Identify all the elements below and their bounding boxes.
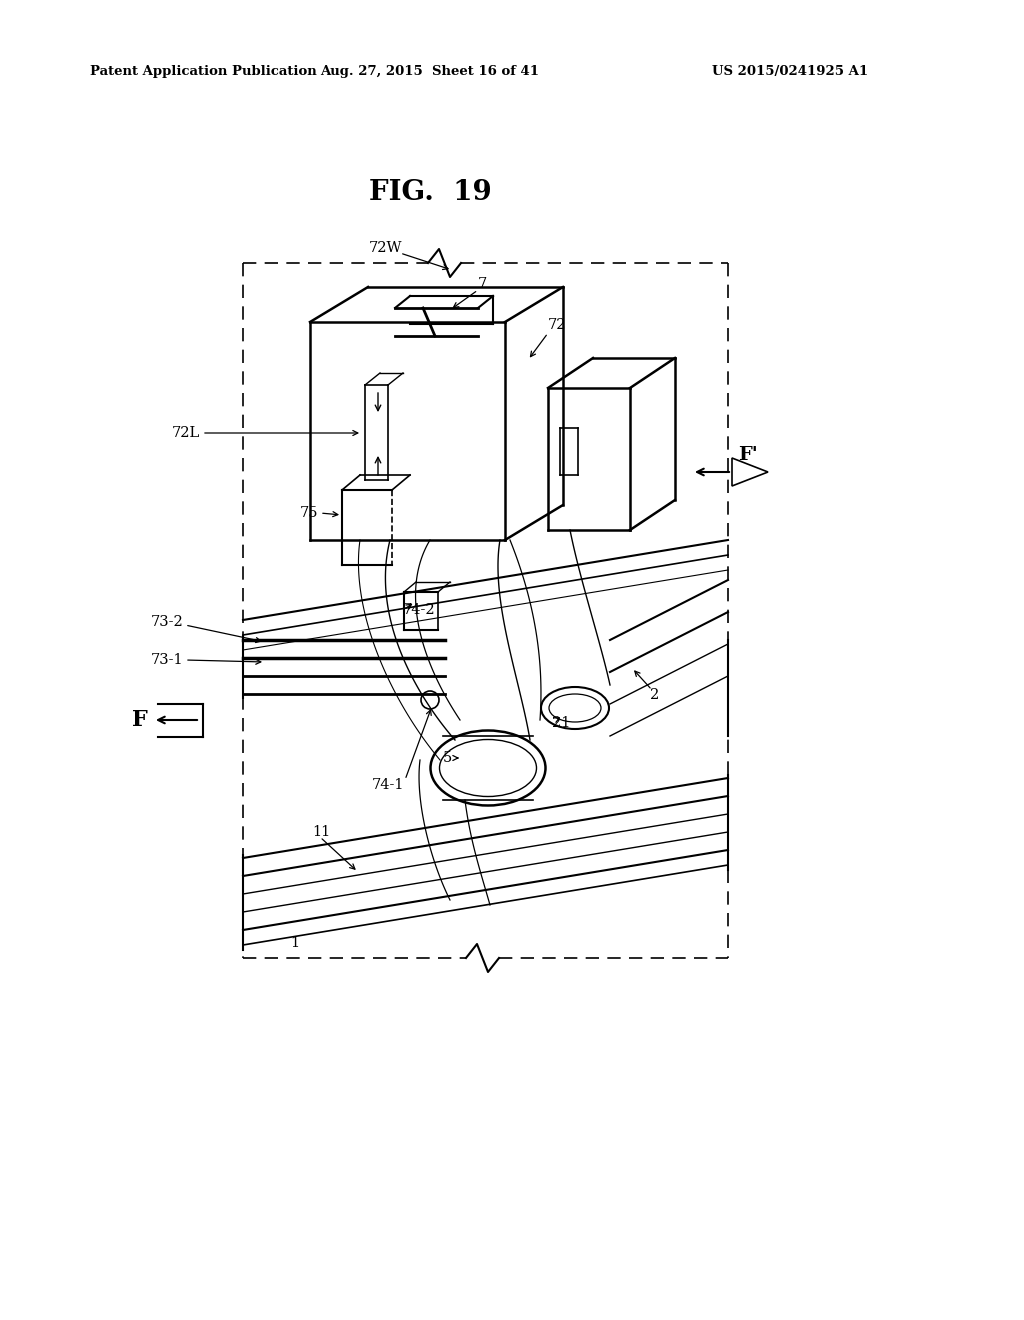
Text: 5: 5: [442, 751, 452, 766]
Text: 72L: 72L: [172, 426, 200, 440]
Text: 73-2: 73-2: [151, 615, 183, 630]
Text: Aug. 27, 2015  Sheet 16 of 41: Aug. 27, 2015 Sheet 16 of 41: [321, 66, 540, 78]
Text: 11: 11: [312, 825, 331, 840]
Text: FIG.  19: FIG. 19: [369, 178, 492, 206]
Text: 75: 75: [299, 506, 318, 520]
Text: 2: 2: [650, 688, 659, 702]
Text: 74-1: 74-1: [372, 777, 404, 792]
Text: 74-2: 74-2: [403, 603, 435, 616]
Text: F: F: [132, 709, 148, 731]
Text: F': F': [738, 446, 758, 465]
Text: 73-1: 73-1: [151, 653, 183, 667]
Text: 21: 21: [552, 715, 570, 730]
Text: US 2015/0241925 A1: US 2015/0241925 A1: [712, 66, 868, 78]
Text: 72: 72: [548, 318, 566, 333]
Text: 7: 7: [478, 277, 487, 290]
Text: Patent Application Publication: Patent Application Publication: [90, 66, 316, 78]
Text: 1: 1: [291, 936, 300, 950]
Text: 72W: 72W: [369, 242, 401, 255]
